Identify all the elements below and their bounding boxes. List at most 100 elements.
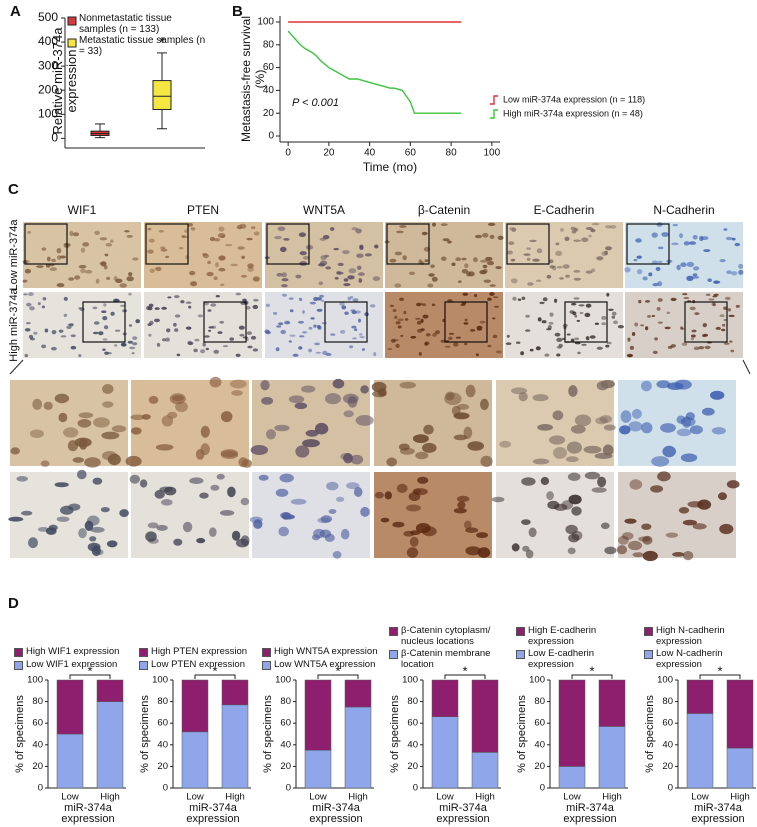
histology-image xyxy=(144,292,262,358)
cell-nucleus xyxy=(420,318,424,323)
cell-nucleus xyxy=(657,260,663,264)
cell-nucleus xyxy=(215,262,219,268)
cell-nucleus xyxy=(222,345,229,348)
cell-nucleus xyxy=(230,263,238,267)
cell-nucleus xyxy=(508,241,515,246)
cell-nucleus xyxy=(102,384,114,394)
x-axis-title: miR-374a expression xyxy=(61,801,115,825)
cell-nucleus xyxy=(301,331,308,334)
cell-nucleus xyxy=(288,297,294,300)
cell-nucleus xyxy=(604,546,617,555)
cell-nucleus xyxy=(726,270,732,275)
legend-entry: Low PTEN expression xyxy=(139,659,259,671)
cell-nucleus xyxy=(638,536,651,542)
cell-nucleus xyxy=(657,321,663,324)
histology-image xyxy=(249,472,370,559)
cell-nucleus xyxy=(252,276,260,282)
cell-nucleus xyxy=(131,427,142,435)
cell-nucleus xyxy=(664,326,671,330)
cell-nucleus xyxy=(100,507,110,513)
y-tick-label: 300 xyxy=(38,58,58,72)
cell-nucleus xyxy=(148,238,155,243)
y-tick-label: 40 xyxy=(534,739,545,750)
cell-nucleus xyxy=(59,255,66,259)
cell-nucleus xyxy=(246,331,252,335)
cell-nucleus xyxy=(693,266,700,271)
bar-segment xyxy=(304,749,332,789)
cell-nucleus xyxy=(603,424,616,431)
cell-nucleus xyxy=(103,303,107,307)
cell-nucleus xyxy=(422,303,427,307)
cell-nucleus xyxy=(369,304,376,308)
cell-nucleus xyxy=(456,495,470,502)
cell-nucleus xyxy=(359,336,366,339)
cell-nucleus xyxy=(24,353,29,358)
y-tick-label: 40 xyxy=(157,739,168,750)
cell-nucleus xyxy=(169,393,186,405)
cell-nucleus xyxy=(72,232,80,237)
cell-nucleus xyxy=(562,264,570,269)
cell-nucleus xyxy=(310,317,315,320)
cell-nucleus xyxy=(98,331,104,336)
cell-nucleus xyxy=(154,307,160,310)
x-tick-label: 80 xyxy=(446,148,458,159)
cell-nucleus xyxy=(189,270,196,276)
legend-frame: High WNT5A expression Low WNT5A expressio… xyxy=(262,606,382,670)
cell-nucleus xyxy=(325,266,332,270)
cell-nucleus xyxy=(330,227,335,231)
x-tick-label: 100 xyxy=(484,148,501,159)
cell-nucleus xyxy=(273,311,278,315)
cell-nucleus xyxy=(574,314,578,318)
bar-segment xyxy=(221,679,249,706)
x-axis-title: miR-374a expression xyxy=(691,801,745,825)
legend-swatch xyxy=(516,627,525,636)
histology-image xyxy=(8,469,129,558)
cell-nucleus xyxy=(657,471,671,482)
cell-nucleus xyxy=(700,236,709,241)
cell-nucleus xyxy=(356,265,362,270)
legend-label-box: Nonmetastatic tissue samples (n = 133) xyxy=(79,13,172,35)
cell-nucleus xyxy=(333,247,340,251)
cell-nucleus xyxy=(348,268,357,274)
cell-nucleus xyxy=(576,319,580,322)
annotation: * xyxy=(159,34,165,50)
cell-nucleus xyxy=(235,538,249,548)
cell-nucleus xyxy=(159,486,173,493)
cell-nucleus xyxy=(636,255,642,259)
bar-segment xyxy=(686,679,714,714)
inset-box xyxy=(266,223,310,265)
cell-nucleus xyxy=(37,527,50,532)
cell-nucleus xyxy=(253,231,260,236)
cell-nucleus xyxy=(465,546,481,556)
cell-nucleus xyxy=(33,331,38,335)
cell-nucleus xyxy=(424,259,429,263)
cell-nucleus xyxy=(632,552,644,558)
cell-nucleus xyxy=(427,283,434,288)
legend-frame: High E-cadherin expression Low E-cadherin… xyxy=(516,606,636,670)
cell-nucleus xyxy=(549,312,554,317)
cell-nucleus xyxy=(106,276,110,280)
cell-nucleus xyxy=(636,269,643,275)
cell-nucleus xyxy=(80,268,86,274)
cell-nucleus xyxy=(371,381,387,393)
cell-nucleus xyxy=(148,303,154,308)
cell-nucleus xyxy=(70,345,77,350)
cell-nucleus xyxy=(548,321,554,325)
cell-nucleus xyxy=(343,453,353,464)
cell-nucleus xyxy=(482,268,488,274)
cell-nucleus xyxy=(406,547,419,558)
cell-nucleus xyxy=(578,304,585,307)
cell-nucleus xyxy=(328,509,337,514)
cell-nucleus xyxy=(556,353,561,357)
bar-segment xyxy=(181,731,209,789)
cell-nucleus xyxy=(314,342,320,346)
cell-nucleus xyxy=(354,328,358,332)
cell-nucleus xyxy=(56,516,70,522)
cell-nucleus xyxy=(581,237,589,242)
cell-nucleus xyxy=(184,229,189,233)
cell-nucleus xyxy=(343,410,354,418)
cell-nucleus xyxy=(149,268,155,273)
cell-nucleus xyxy=(292,353,299,357)
cell-nucleus xyxy=(422,442,437,453)
